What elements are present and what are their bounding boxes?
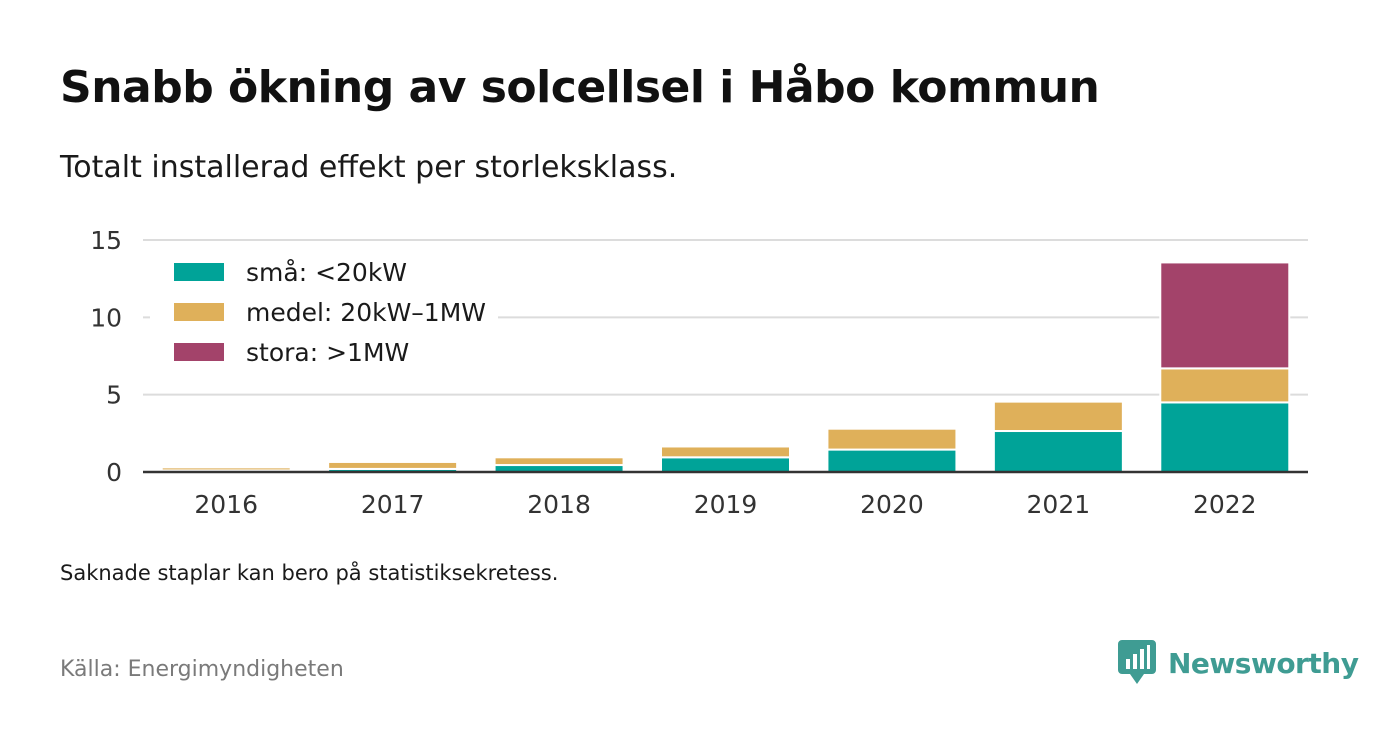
y-tick-label: 15 <box>90 226 122 255</box>
legend-swatch <box>174 343 224 361</box>
x-tick-label: 2017 <box>361 490 425 519</box>
footnote: Saknade staplar kan bero på statistiksek… <box>60 561 559 585</box>
chart-subtitle: Totalt installerad effekt per storlekskl… <box>60 150 678 185</box>
legend-swatch <box>174 263 224 281</box>
bar-segment <box>327 460 459 470</box>
bar-segment <box>1159 261 1291 370</box>
bar-segment <box>660 445 791 459</box>
bar-segment <box>1159 367 1291 404</box>
bar-segment <box>160 466 292 472</box>
bar-segment <box>826 448 958 473</box>
legend-label: små: <20kW <box>246 258 407 287</box>
stacked-bar-chart: 0 5 10 15 2016 2017 2018 2019 2020 2021 2022 små: <… <box>90 226 1308 519</box>
bar-segment <box>992 400 1124 433</box>
chart-title: Snabb ökning av solcellsel i Håbo kommun <box>60 62 1100 113</box>
y-tick-label: 10 <box>90 303 122 332</box>
bar-segment <box>493 456 625 467</box>
x-tick-label: 2020 <box>860 490 924 519</box>
bar-segment <box>826 427 958 451</box>
x-tick-label: 2022 <box>1193 490 1257 519</box>
bar-segment <box>660 456 791 474</box>
y-tick-label: 5 <box>106 381 122 410</box>
source-label: Källa: Energimyndigheten <box>60 657 344 682</box>
legend-swatch <box>174 303 224 321</box>
x-tick-label: 2016 <box>194 490 258 519</box>
y-tick-label: 0 <box>106 458 122 487</box>
x-tick-label: 2019 <box>694 490 758 519</box>
bar-segment <box>1159 401 1291 473</box>
newsworthy-logo-icon <box>1118 640 1156 684</box>
bar-segment <box>992 430 1124 474</box>
brand-name: Newsworthy <box>1168 646 1359 680</box>
x-tick-label: 2018 <box>527 490 591 519</box>
legend-label: stora: >1MW <box>246 338 409 367</box>
x-tick-label: 2021 <box>1027 490 1091 519</box>
brand-logo: Newsworthy <box>1118 640 1359 686</box>
legend-label: medel: 20kW–1MW <box>246 298 486 327</box>
